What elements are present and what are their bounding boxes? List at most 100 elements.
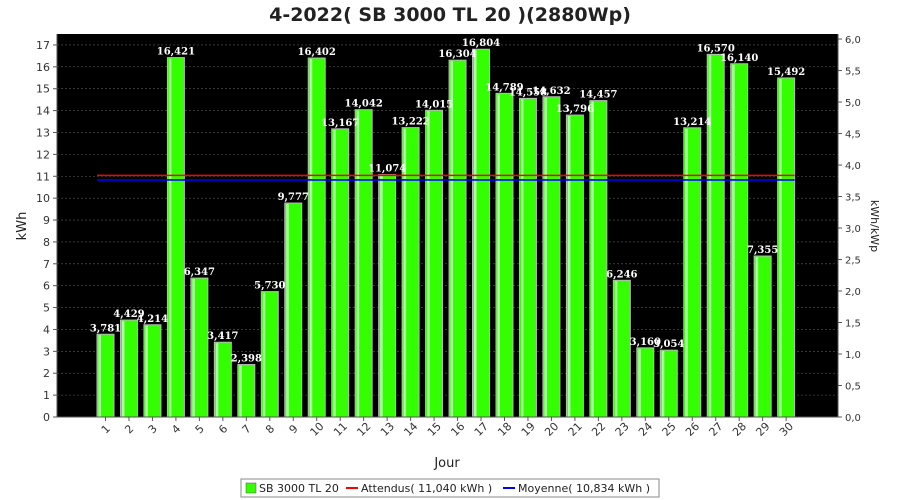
x-tick-label: 5 (193, 422, 207, 436)
x-tick-label: 30 (777, 420, 796, 439)
bar-highlight (121, 321, 125, 417)
data-label: 5,730 (254, 281, 285, 292)
bar-highlight (403, 128, 407, 418)
bar-highlight (661, 351, 665, 417)
x-tick-label: 21 (566, 420, 585, 439)
x-tick-label: 11 (331, 420, 350, 439)
reference-lines (97, 174, 795, 181)
y-right-tick-label: 1,5 (845, 319, 861, 330)
x-tick-label: 6 (216, 422, 230, 436)
x-tick-label: 27 (707, 420, 726, 439)
y-right-tick-label: 0,5 (845, 382, 861, 393)
data-label: 15,492 (767, 67, 805, 78)
y-right-tick-label: 4,0 (845, 161, 861, 172)
y-axis-right: 0,0 0,5 1,0 1,5 2,0 2,5 3,0 3,5 4,0 4,5 5,0 5,5 6,0 (837, 34, 861, 424)
x-tick-label: 7 (240, 422, 254, 436)
data-label: 2,398 (231, 354, 262, 365)
y-tick-label: 14 (36, 105, 50, 118)
x-tick-label: 24 (636, 420, 655, 439)
y-tick-label: 1 (43, 389, 50, 402)
x-tick-label: 17 (472, 420, 491, 439)
bar-highlight (145, 325, 148, 417)
y-right-tick-label: 0,0 (845, 413, 861, 424)
y-tick-label: 17 (36, 39, 50, 52)
data-label: 14,042 (345, 99, 383, 110)
y-tick-label: 15 (36, 83, 50, 96)
chart-title: 4-2022( SB 3000 TL 20 )(2880Wp) (269, 4, 631, 26)
bar-highlight (215, 343, 219, 417)
y-right-tick-label: 2,5 (845, 256, 861, 267)
data-label: 9,777 (278, 192, 309, 203)
y-right-tick-label: 6,0 (845, 35, 861, 46)
x-tick-label: 29 (753, 420, 772, 439)
bar-highlight (356, 110, 360, 418)
data-label: 13,796 (556, 104, 594, 115)
y-axis-title: kWh (15, 212, 30, 241)
data-label: 6,347 (184, 267, 215, 278)
data-label: 3,417 (207, 331, 238, 342)
x-tick-label: 26 (683, 420, 702, 439)
bar-highlight (262, 292, 266, 417)
legend: SB 3000 TL 20 Attendus( 11,040 kWh ) Moy… (240, 478, 660, 498)
x-tick-label: 23 (613, 420, 632, 439)
data-label: 14,632 (532, 86, 570, 97)
legend-label-moyenne: Moyenne( 10,834 kWh ) (518, 482, 650, 495)
bar-highlight (192, 279, 195, 417)
y-tick-label: 3 (43, 345, 50, 358)
y-tick-label: 6 (43, 280, 50, 293)
y-tick-label: 9 (43, 214, 50, 227)
y-tick-label: 11 (36, 170, 50, 183)
x-tick-label: 10 (308, 420, 327, 439)
bar-highlight (380, 175, 383, 417)
bar-highlight (520, 99, 524, 418)
bar-highlight (685, 128, 688, 417)
data-label: 14,789 (485, 82, 523, 93)
bar-highlight (755, 257, 759, 417)
x-tick-label: 16 (448, 420, 467, 439)
x-tick-label: 28 (730, 420, 749, 439)
data-label: 3,054 (653, 339, 684, 350)
bar-highlight (474, 50, 477, 418)
bar-highlight (708, 55, 712, 418)
bar-highlight (427, 111, 430, 417)
data-label: 4,429 (113, 309, 144, 320)
y-right-tick-label: 4,5 (845, 130, 861, 141)
y-axis-right-title: kWh/kWp (868, 200, 881, 252)
bar-highlight (638, 348, 641, 417)
data-label: 11,074 (368, 164, 406, 175)
x-axis: 1 2 3 4 5 6 7 8 9 10 11 12 13 14 15 16 17 18 19 20 21 22 23 24 2… (57, 416, 838, 439)
legend-swatch-bars (245, 482, 257, 494)
data-label: 3,781 (90, 323, 121, 334)
bar-highlight (591, 101, 594, 417)
y-tick-label: 0 (43, 411, 50, 424)
data-label: 14,015 (415, 99, 453, 110)
x-tick-label: 20 (542, 420, 561, 439)
data-label: 16,140 (720, 53, 758, 64)
data-label: 16,804 (462, 38, 500, 49)
bar-highlight (497, 94, 500, 418)
bar-highlight (614, 281, 618, 417)
bar-highlight (732, 64, 735, 417)
bar-highlight (286, 204, 289, 417)
y-tick-label: 12 (36, 148, 50, 161)
x-tick-label: 1 (99, 422, 113, 436)
data-label: 13,222 (391, 117, 429, 128)
data-label: 16,570 (697, 43, 735, 54)
bar-highlight (239, 365, 242, 417)
y-tick-label: 4 (43, 323, 50, 336)
legend-label-attendus: Attendus( 11,040 kWh ) (361, 482, 492, 495)
y-right-tick-label: 1,0 (845, 350, 861, 361)
data-label: 7,355 (747, 245, 778, 256)
x-tick-label: 14 (401, 420, 420, 439)
x-tick-label: 2 (122, 422, 136, 436)
x-tick-label: 3 (146, 422, 160, 436)
bar-highlight (168, 58, 172, 417)
x-tick-label: 13 (378, 420, 397, 439)
y-right-tick-label: 3,5 (845, 193, 861, 204)
data-label: 16,304 (438, 49, 476, 60)
x-tick-label: 8 (263, 422, 277, 436)
y-tick-label: 7 (43, 258, 50, 271)
x-tick-label: 25 (660, 420, 679, 439)
